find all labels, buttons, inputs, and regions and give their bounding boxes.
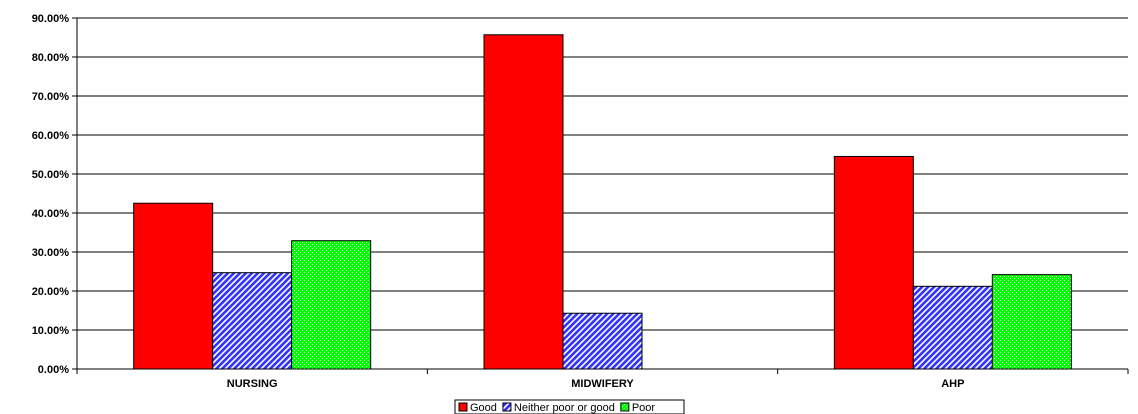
legend: Good Neither poor or good Poor bbox=[454, 399, 685, 414]
bar-good-nursing bbox=[133, 202, 214, 370]
x-tick-label: MIDWIFERY bbox=[571, 378, 634, 390]
bar-neither-poor-or-good-nursing bbox=[212, 272, 293, 370]
legend-swatch bbox=[502, 402, 512, 412]
legend-label: Good bbox=[470, 402, 497, 414]
y-tick-label: 20.00% bbox=[32, 286, 70, 298]
legend-swatch bbox=[620, 402, 630, 412]
x-tick-label: NURSING bbox=[227, 378, 278, 390]
y-tick-label: 50.00% bbox=[32, 169, 70, 181]
y-tick-label: 0.00% bbox=[38, 364, 69, 376]
y-tick-label: 10.00% bbox=[32, 325, 70, 337]
y-tick-label: 70.00% bbox=[32, 91, 70, 103]
bar-poor-nursing bbox=[291, 240, 372, 370]
y-axis-ticks: 0.00% 10.00% 20.00% 30.00% 40.00% 50.00% 60.00… bbox=[32, 13, 77, 376]
y-tick-label: 60.00% bbox=[32, 130, 70, 142]
y-tick-label: 90.00% bbox=[32, 13, 70, 25]
x-tick-label: AHP bbox=[941, 378, 964, 390]
bars bbox=[133, 34, 1072, 370]
bar-poor-ahp bbox=[991, 274, 1072, 370]
bar-neither-poor-or-good-midwifery bbox=[562, 312, 643, 370]
legend-label: Neither poor or good bbox=[514, 402, 615, 414]
legend-swatch bbox=[458, 402, 468, 412]
x-axis-labels: NURSING MIDWIFERY AHP bbox=[227, 378, 965, 390]
bar-neither-poor-or-good-ahp bbox=[912, 285, 993, 370]
bar-good-midwifery bbox=[483, 34, 564, 370]
y-tick-label: 80.00% bbox=[32, 52, 70, 64]
legend-label: Poor bbox=[632, 402, 656, 414]
y-tick-label: 30.00% bbox=[32, 247, 70, 259]
y-tick-label: 40.00% bbox=[32, 208, 70, 220]
bar-good-ahp bbox=[833, 155, 914, 370]
axes bbox=[76, 18, 1129, 374]
